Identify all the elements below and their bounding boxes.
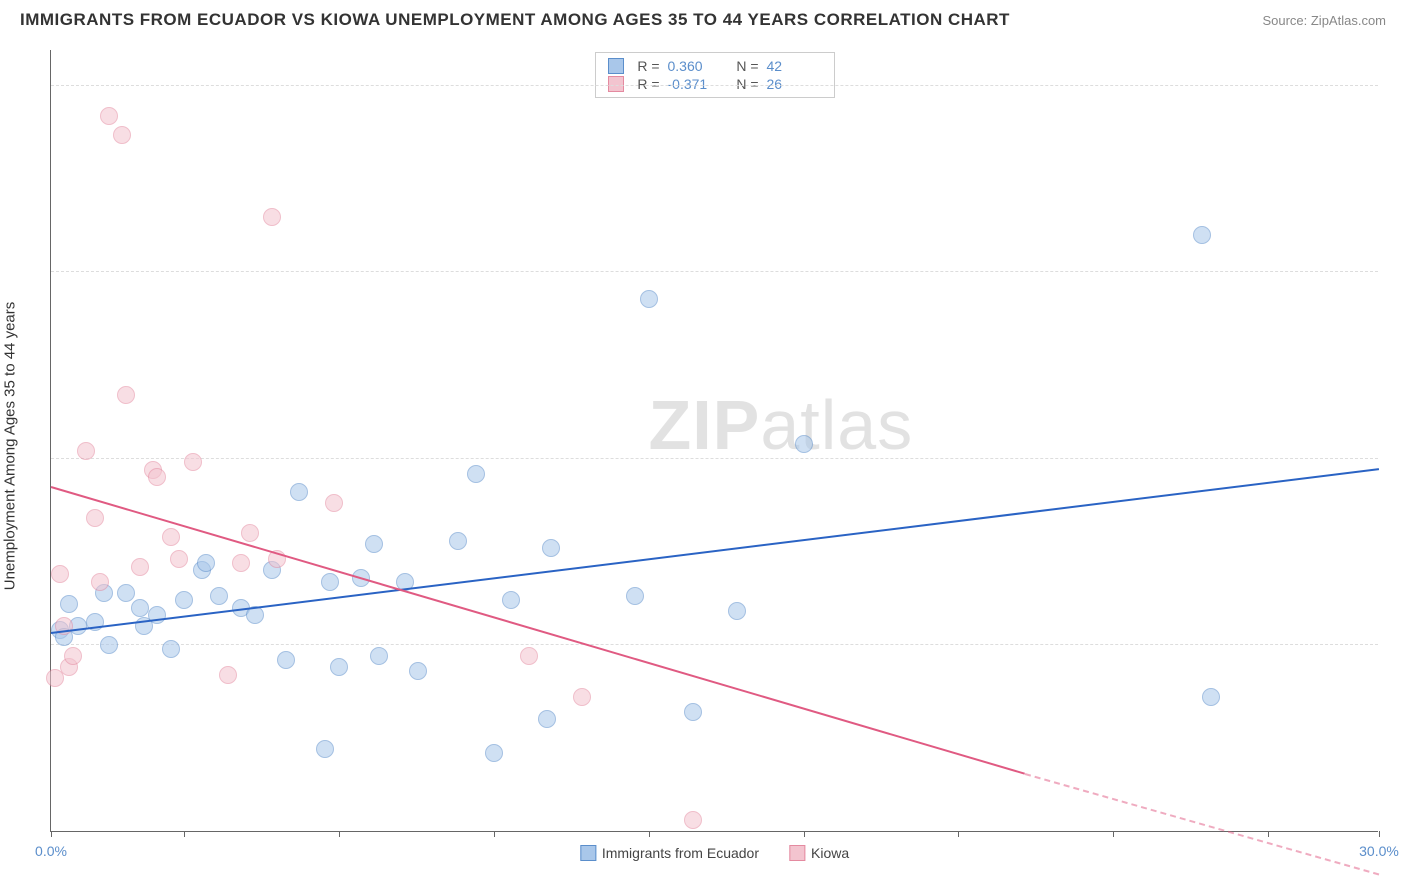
data-point — [219, 666, 237, 684]
data-point — [131, 599, 149, 617]
data-point — [131, 558, 149, 576]
data-point — [117, 584, 135, 602]
chart-title: IMMIGRANTS FROM ECUADOR VS KIOWA UNEMPLO… — [20, 10, 1010, 30]
source-attribution: Source: ZipAtlas.com — [1262, 13, 1386, 28]
x-tick — [339, 831, 340, 837]
legend-swatch — [789, 845, 805, 861]
data-point — [449, 532, 467, 550]
data-point — [210, 587, 228, 605]
data-point — [728, 602, 746, 620]
data-point — [91, 573, 109, 591]
gridline-h — [51, 458, 1378, 459]
data-point — [502, 591, 520, 609]
trend-line — [51, 468, 1379, 634]
data-point — [277, 651, 295, 669]
x-tick — [804, 831, 805, 837]
data-point — [520, 647, 538, 665]
data-point — [538, 710, 556, 728]
y-tick-label: 5.0% — [1388, 621, 1406, 637]
data-point — [60, 595, 78, 613]
legend-series-label: Immigrants from Ecuador — [602, 845, 759, 861]
x-tick — [184, 831, 185, 837]
legend-swatch — [580, 845, 596, 861]
x-tick — [1379, 831, 1380, 837]
data-point — [467, 465, 485, 483]
data-point — [175, 591, 193, 609]
data-point — [117, 386, 135, 404]
data-point — [232, 554, 250, 572]
data-point — [365, 535, 383, 553]
x-tick — [1268, 831, 1269, 837]
legend-swatch — [608, 76, 624, 92]
legend-swatch — [608, 58, 624, 74]
data-point — [170, 550, 188, 568]
data-point — [290, 483, 308, 501]
data-point — [113, 126, 131, 144]
chart-plot-area: ZIPatlas R =0.360N =42R =-0.371N =26 Imm… — [50, 50, 1378, 832]
x-tick — [958, 831, 959, 837]
x-tick-label: 30.0% — [1359, 843, 1399, 859]
data-point — [409, 662, 427, 680]
gridline-h — [51, 271, 1378, 272]
data-point — [51, 565, 69, 583]
data-point — [241, 524, 259, 542]
data-point — [86, 509, 104, 527]
legend-stats-box: R =0.360N =42R =-0.371N =26 — [595, 52, 835, 98]
y-tick-label: 10.0% — [1388, 435, 1406, 451]
gridline-h — [51, 85, 1378, 86]
y-tick-label: 20.0% — [1388, 62, 1406, 78]
legend-series: Immigrants from Ecuador Kiowa — [580, 845, 849, 861]
data-point — [316, 740, 334, 758]
gridline-h — [51, 644, 1378, 645]
trend-line — [1025, 773, 1380, 875]
data-point — [795, 435, 813, 453]
data-point — [184, 453, 202, 471]
legend-series-item: Kiowa — [789, 845, 849, 861]
data-point — [626, 587, 644, 605]
data-point — [573, 688, 591, 706]
watermark: ZIPatlas — [648, 385, 913, 465]
legend-stat-row: R =-0.371N =26 — [608, 75, 822, 93]
data-point — [542, 539, 560, 557]
data-point — [684, 811, 702, 829]
data-point — [263, 208, 281, 226]
data-point — [64, 647, 82, 665]
x-tick — [649, 831, 650, 837]
data-point — [148, 468, 166, 486]
data-point — [197, 554, 215, 572]
legend-series-label: Kiowa — [811, 845, 849, 861]
y-axis-label: Unemployment Among Ages 35 to 44 years — [2, 302, 19, 591]
y-tick-label: 15.0% — [1388, 248, 1406, 264]
data-point — [1193, 226, 1211, 244]
data-point — [325, 494, 343, 512]
legend-stat-row: R =0.360N =42 — [608, 57, 822, 75]
data-point — [162, 640, 180, 658]
legend-series-item: Immigrants from Ecuador — [580, 845, 759, 861]
data-point — [485, 744, 503, 762]
data-point — [684, 703, 702, 721]
data-point — [77, 442, 95, 460]
x-tick — [51, 831, 52, 837]
data-point — [370, 647, 388, 665]
data-point — [1202, 688, 1220, 706]
data-point — [321, 573, 339, 591]
x-tick — [1113, 831, 1114, 837]
x-tick-label: 0.0% — [35, 843, 67, 859]
x-tick — [494, 831, 495, 837]
data-point — [640, 290, 658, 308]
data-point — [100, 636, 118, 654]
data-point — [100, 107, 118, 125]
data-point — [330, 658, 348, 676]
data-point — [162, 528, 180, 546]
